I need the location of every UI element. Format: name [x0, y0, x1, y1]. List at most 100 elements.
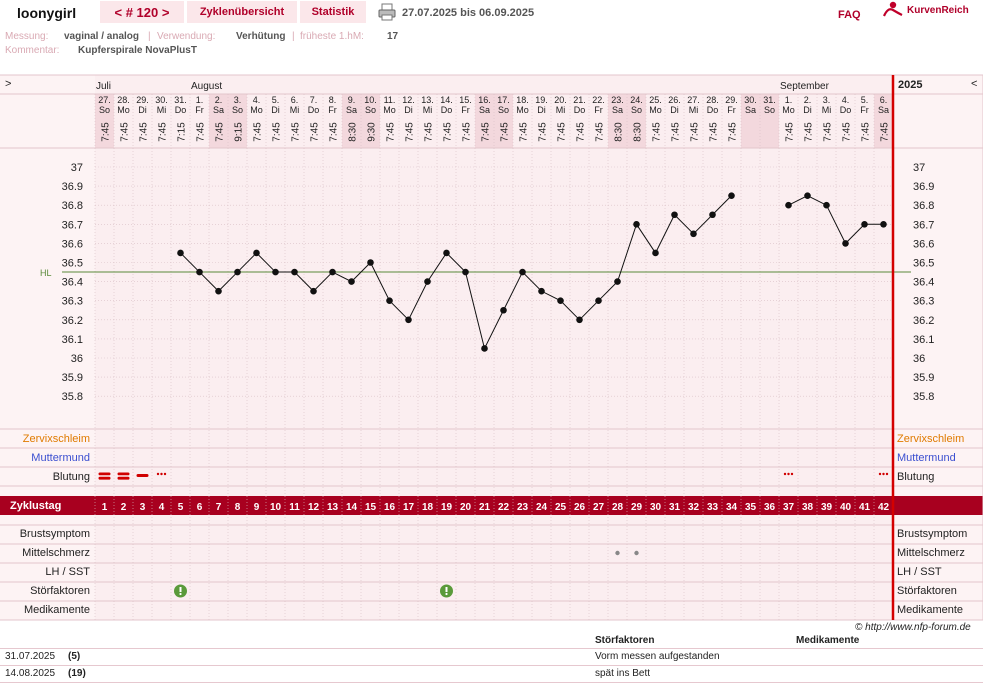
- y-tick-label-right: 36.4: [913, 277, 934, 289]
- measure-value: vaginal / analog: [64, 31, 140, 42]
- cycle-day-number: 10: [270, 502, 282, 513]
- cycle-day-number: 34: [726, 502, 738, 513]
- temperature-point: [728, 192, 735, 199]
- faq-link[interactable]: FAQ: [838, 9, 861, 21]
- month-label: September: [780, 81, 830, 92]
- copyright[interactable]: © http://www.nfp-forum.de: [855, 622, 971, 633]
- cycle-day-number: 1: [102, 502, 108, 513]
- cycle-day-number: 18: [422, 502, 434, 513]
- day-date: 18.: [516, 95, 529, 105]
- weekend-column: [95, 94, 114, 148]
- zyklustag-band: [0, 496, 983, 515]
- footer-col-medikamente: Medikamente: [796, 635, 860, 646]
- day-time: 7:45: [462, 122, 473, 142]
- brand-name[interactable]: KurvenReich: [907, 5, 969, 16]
- temperature-point: [709, 211, 716, 219]
- day-date: 29.: [136, 95, 149, 105]
- day-weekday: Di: [803, 105, 812, 115]
- cycle-nav[interactable]: < # 120 >: [100, 1, 184, 23]
- day-time: 7:45: [386, 122, 397, 142]
- weekend-column: [627, 94, 646, 148]
- stoerfaktor-icon-dot: [445, 592, 448, 596]
- spotting-mark: [783, 472, 787, 476]
- day-time: 7:45: [557, 122, 568, 142]
- temperature-point: [519, 268, 526, 276]
- entry-day: (19): [68, 668, 86, 679]
- day-date: 17.: [497, 95, 510, 105]
- weekend-column: [342, 94, 361, 148]
- day-time: 7:45: [443, 122, 454, 142]
- day-time: 7:45: [139, 122, 150, 142]
- row-label-zervixschleim-right: Zervixschleim: [897, 433, 965, 445]
- chart-nav-right[interactable]: <: [971, 78, 978, 90]
- printer-icon[interactable]: [378, 3, 396, 21]
- temperature-point: [557, 297, 564, 305]
- day-date: 21.: [573, 95, 586, 105]
- day-weekday: Mo: [250, 105, 263, 115]
- tab-zyklenuebersicht[interactable]: Zyklenübersicht: [187, 1, 297, 23]
- temperature-point: [804, 192, 811, 199]
- day-time: 8:30: [348, 122, 359, 142]
- temperature-point: [614, 278, 621, 285]
- day-weekday: Mi: [822, 105, 832, 115]
- use-value: Verhütung: [236, 31, 286, 42]
- day-date: 30.: [155, 95, 168, 105]
- day-date: 2.: [804, 95, 812, 105]
- y-tick-label: 36.2: [62, 315, 83, 327]
- y-tick-label: 37: [71, 162, 83, 174]
- footer-divider: [0, 665, 983, 666]
- temperature-point: [823, 201, 830, 209]
- cycle-day-number: 24: [536, 502, 548, 513]
- mittelschmerz-mark: [634, 550, 639, 556]
- day-time: 7:45: [671, 122, 682, 142]
- stoerfaktor-icon-dot: [179, 592, 182, 596]
- kurvenreich-logo-icon: [882, 1, 903, 17]
- cycle-day-number: 9: [254, 502, 260, 513]
- day-time: 7:45: [728, 122, 739, 142]
- y-tick-label-right: 36.1: [913, 334, 934, 346]
- tab-statistik[interactable]: Statistik: [300, 1, 366, 23]
- day-weekday: Sa: [745, 105, 756, 115]
- separator: |: [148, 31, 151, 42]
- cycle-day-number: 25: [555, 502, 567, 513]
- day-weekday: Fr: [195, 105, 204, 115]
- cycle-day-number: 31: [669, 502, 681, 513]
- day-date: 16.: [478, 95, 491, 105]
- row-label-blutung-right: Blutung: [897, 471, 935, 483]
- month-label: Juli: [96, 81, 111, 92]
- y-tick-label-right: 36.9: [913, 181, 934, 193]
- y-tick-label-right: 37: [913, 162, 925, 174]
- cycle-day-number: 22: [498, 502, 510, 513]
- temperature-point: [595, 297, 602, 305]
- measure-label: Messung:: [5, 31, 49, 42]
- cycle-day-number: 20: [460, 502, 472, 513]
- cycle-day-number: 5: [178, 502, 184, 513]
- cycle-day-number: 11: [289, 502, 300, 513]
- y-tick-label: 36.8: [62, 200, 83, 212]
- temperature-point: [386, 297, 393, 305]
- day-time: 7:45: [272, 122, 283, 142]
- cycle-day-number: 4: [159, 502, 165, 513]
- cycle-day-number: 21: [479, 502, 491, 513]
- row-label-brustsymptom-right: Brustsymptom: [897, 528, 968, 540]
- day-time: 7:45: [405, 122, 416, 142]
- month-label: August: [191, 81, 222, 92]
- y-tick-label-right: 36.2: [913, 315, 934, 327]
- cycle-day-number: 3: [140, 502, 146, 513]
- temperature-point: [576, 316, 583, 324]
- cycle-day-number: 12: [308, 502, 320, 513]
- day-date: 20.: [554, 95, 567, 105]
- chart-nav-left[interactable]: >: [5, 78, 12, 90]
- use-label: Verwendung:: [157, 31, 216, 42]
- row-label-stoerfaktoren: Störfaktoren: [30, 585, 90, 597]
- weekend-column: [209, 94, 228, 148]
- day-date: 4.: [842, 95, 850, 105]
- day-time: 7:45: [158, 122, 169, 142]
- day-time: 7:45: [842, 122, 853, 142]
- row-label-medikamente-right: Medikamente: [897, 604, 964, 616]
- cycle-day-number: 2: [121, 502, 127, 513]
- day-weekday: Sa: [878, 105, 889, 115]
- y-tick-label-right: 36.6: [913, 238, 934, 250]
- day-time: 9:15: [234, 122, 245, 142]
- day-time: 7:45: [424, 122, 435, 142]
